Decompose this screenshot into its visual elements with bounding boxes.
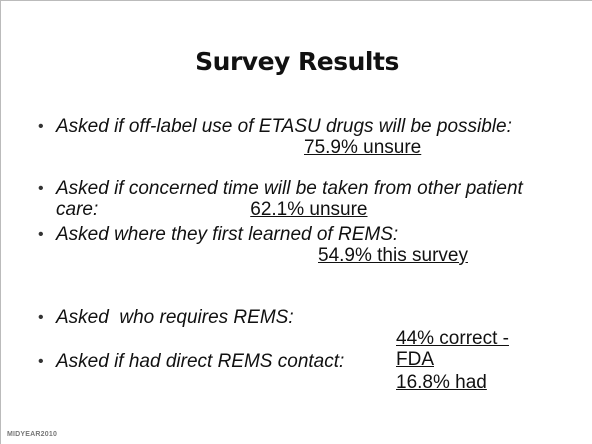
answer: 54.9% this survey [318,245,468,266]
footer-logo: MIDYEAR2010 [7,431,58,438]
bullet: Asked where they first learned of REMS:5… [38,224,511,266]
answer: 16.8% had [396,372,487,393]
bullet: Asked if off-label use of ETASU drugs wi… [38,116,546,158]
question: Asked who requires REMS: [56,307,294,328]
slide-title: Survey Results [195,47,399,76]
question: Asked where they first learned of REMS: [56,224,399,245]
answer: 62.1% unsure [250,199,368,220]
question: Asked if had direct REMS contact: [56,351,345,372]
bullet: Asked if had direct REMS contact: 16.8% … [38,351,551,393]
answer: 75.9% unsure [304,137,422,158]
bullet: Asked if concerned time will be taken fr… [38,178,526,220]
question: Asked if concerned time will be taken fr… [56,178,523,220]
question: Asked if off-label use of ETASU drugs wi… [56,116,512,137]
